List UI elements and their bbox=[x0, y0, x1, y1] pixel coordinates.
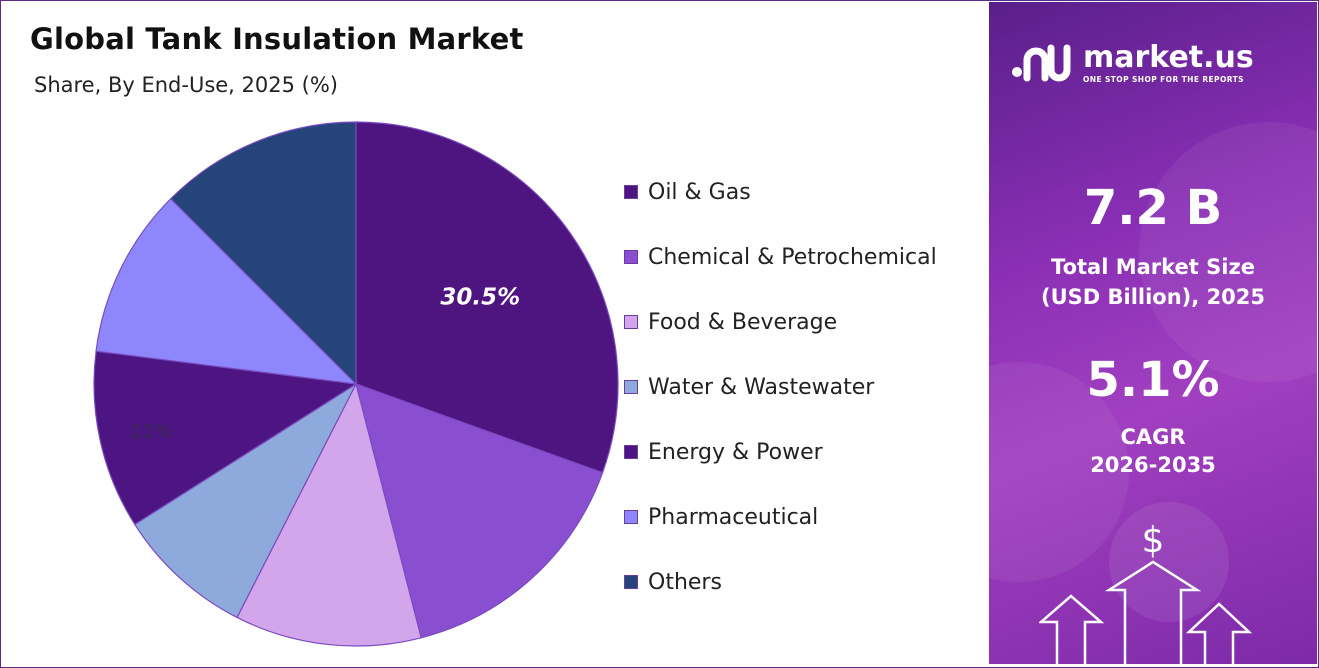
legend-item-others: Others bbox=[624, 564, 937, 600]
legend-swatch bbox=[624, 380, 638, 394]
market-summary-panel: market.us ONE STOP SHOP FOR THE REPORTS … bbox=[989, 2, 1317, 664]
pie-slice-oil-and-gas bbox=[355, 121, 619, 474]
up-arrow-icon bbox=[1185, 602, 1253, 664]
chart-area: Global Tank Insulation Market Share, By … bbox=[2, 2, 986, 664]
pie-slice-water-and-wastewater bbox=[133, 382, 358, 619]
legend-item-pharmaceutical: Pharmaceutical bbox=[624, 499, 937, 535]
legend-label: Others bbox=[648, 569, 722, 595]
growth-arrows-graphic: $ bbox=[1039, 520, 1253, 664]
legend-swatch bbox=[624, 575, 638, 589]
panel-decoration bbox=[1109, 502, 1229, 622]
market-size-label-line-2: (USD Billion), 2025 bbox=[1040, 285, 1266, 309]
legend-swatch bbox=[624, 315, 638, 329]
legend-swatch bbox=[624, 445, 638, 459]
brand-name: market.us bbox=[1083, 39, 1254, 75]
up-arrow-icon bbox=[1039, 594, 1105, 664]
legend-item-water-and-wastewater: Water & Wastewater bbox=[624, 369, 937, 405]
chart-title: Global Tank Insulation Market bbox=[30, 22, 524, 56]
pie-slice-others bbox=[169, 121, 357, 386]
legend-item-oil-and-gas: Oil & Gas bbox=[624, 174, 937, 210]
legend-label: Chemical & Petrochemical bbox=[648, 244, 937, 270]
data-label-energy-and-power: 11% bbox=[130, 421, 172, 443]
legend-swatch bbox=[624, 510, 638, 524]
market-size-value: 7.2 B bbox=[1083, 180, 1223, 236]
cagr-value: 5.1% bbox=[1086, 352, 1220, 408]
pie-slice-energy-and-power bbox=[93, 350, 358, 526]
cagr-label-line-1: CAGR bbox=[1120, 425, 1186, 449]
legend-item-chemical-and-petrochemical: Chemical & Petrochemical bbox=[624, 239, 937, 275]
legend-swatch bbox=[624, 250, 638, 264]
brand-logo: market.us ONE STOP SHOP FOR THE REPORTS bbox=[1011, 40, 1254, 86]
dollar-icon: $ bbox=[1142, 520, 1165, 561]
up-arrow-icon bbox=[1104, 560, 1202, 664]
market-us-logo-icon bbox=[1012, 44, 1071, 82]
cagr-label-line-2: 2026-2035 bbox=[1090, 453, 1216, 477]
chart-legend: Oil & Gas Chemical & Petrochemical Food & … bbox=[624, 174, 937, 629]
legend-label: Water & Wastewater bbox=[648, 374, 875, 400]
pie-chart: 30.5% 11% bbox=[93, 121, 619, 647]
market-size-label-line-1: Total Market Size bbox=[1051, 255, 1255, 279]
legend-label: Energy & Power bbox=[648, 439, 823, 465]
legend-label: Food & Beverage bbox=[648, 309, 838, 335]
legend-swatch bbox=[624, 185, 638, 199]
legend-item-food-and-beverage: Food & Beverage bbox=[624, 304, 937, 340]
legend-item-energy-and-power: Energy & Power bbox=[624, 434, 937, 470]
data-label-oil-and-gas: 30.5% bbox=[440, 285, 520, 311]
legend-label: Oil & Gas bbox=[648, 179, 751, 205]
pie-slice-chemical-and-petrochemical bbox=[355, 383, 604, 639]
pie-slice-pharmaceutical bbox=[95, 197, 358, 385]
pie-slice-food-and-beverage bbox=[236, 382, 422, 647]
chart-subtitle: Share, By End-Use, 2025 (%) bbox=[34, 73, 338, 97]
brand-tagline: ONE STOP SHOP FOR THE REPORTS bbox=[1083, 74, 1244, 84]
legend-label: Pharmaceutical bbox=[648, 504, 819, 530]
